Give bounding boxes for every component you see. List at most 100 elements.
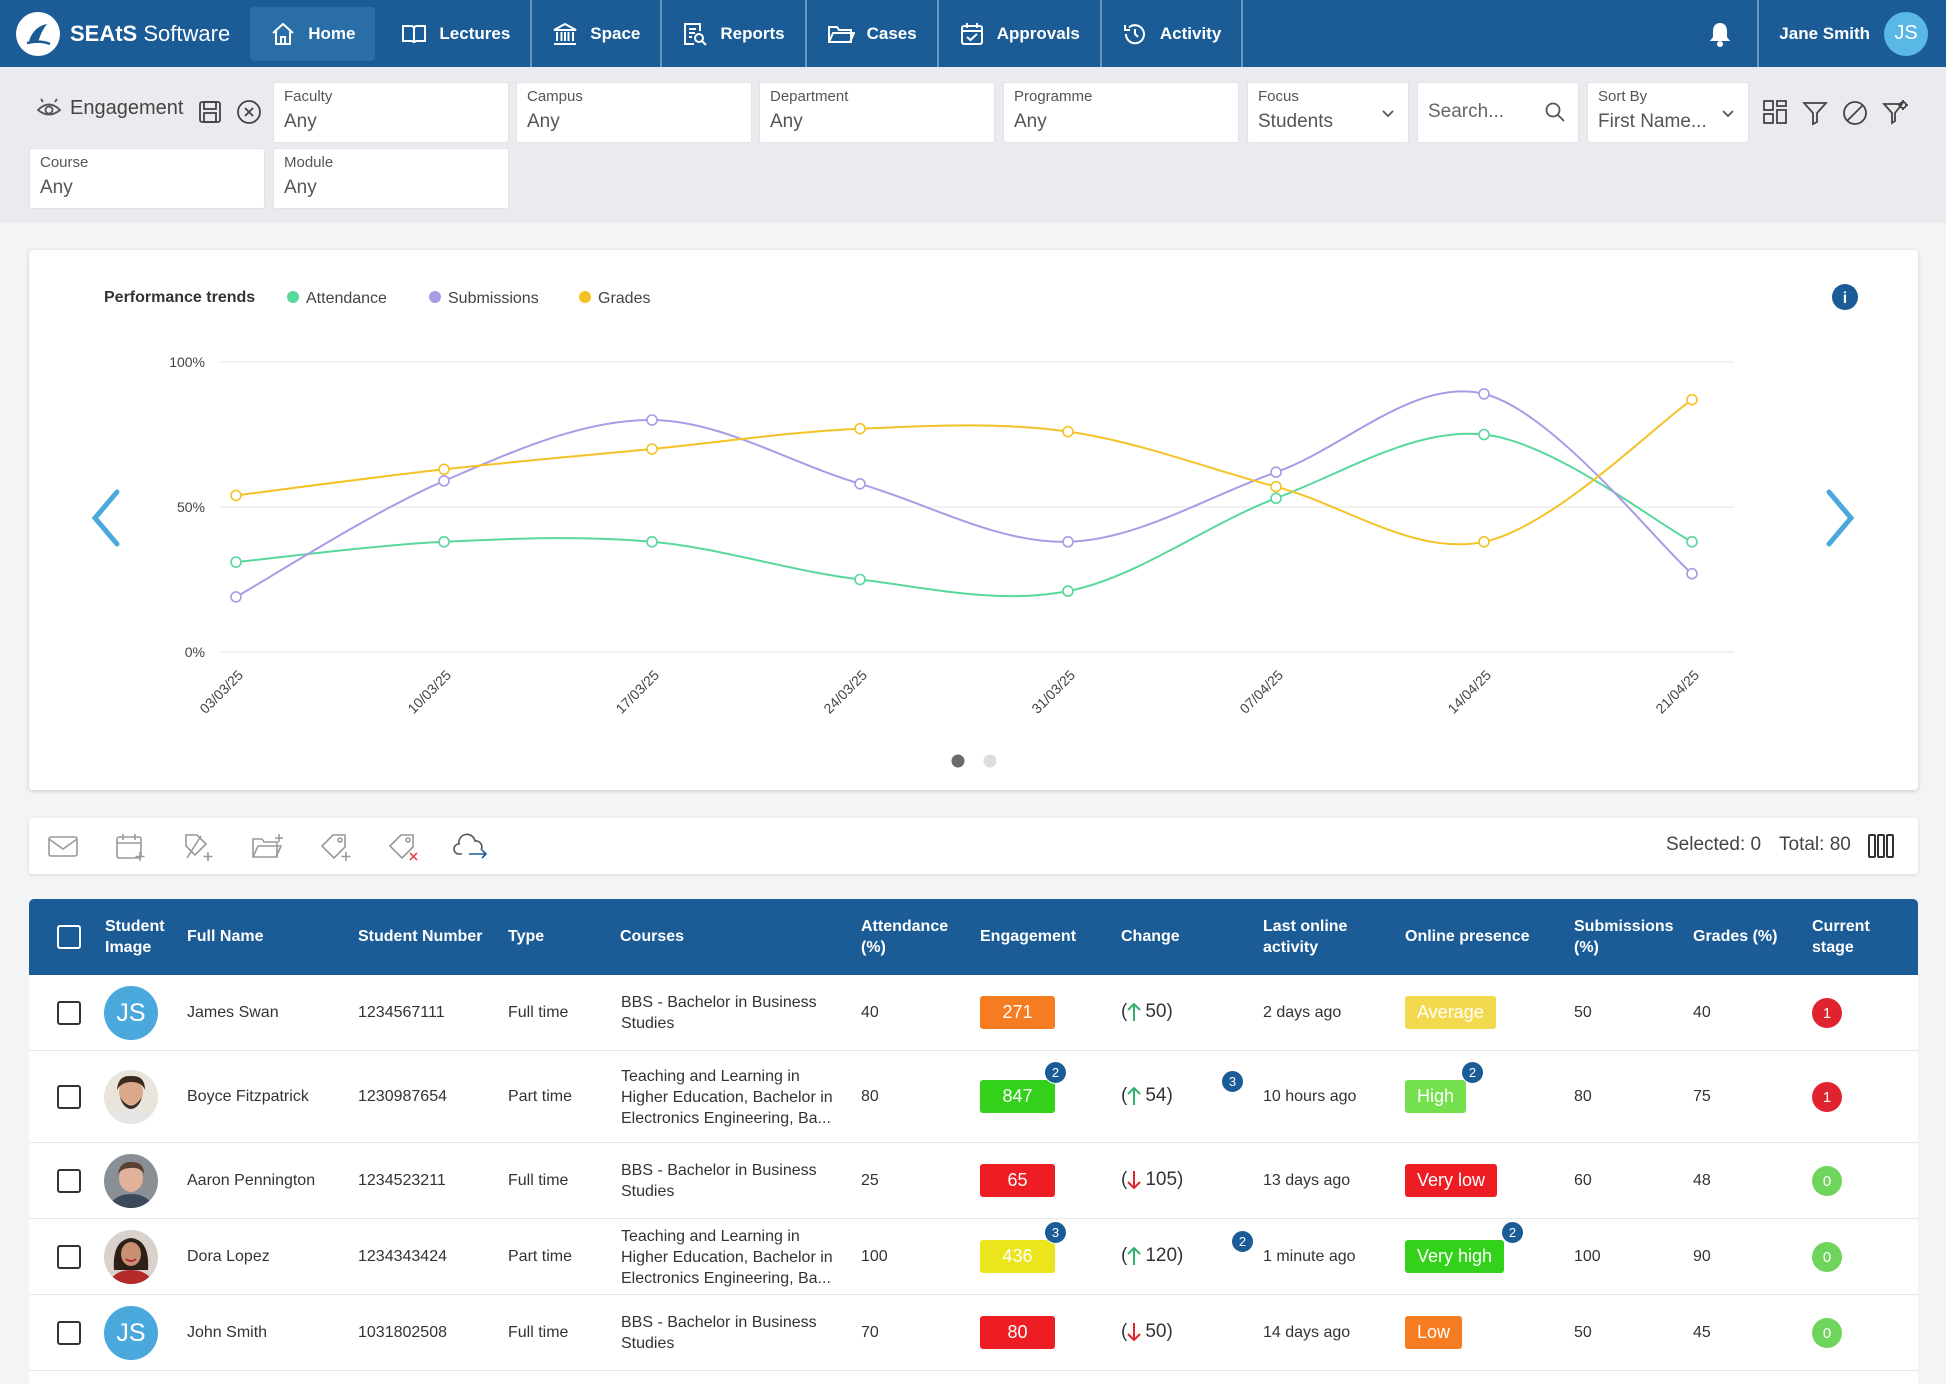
clear-filter-icon[interactable] xyxy=(1842,100,1868,126)
data-point-grades[interactable] xyxy=(438,463,450,476)
data-point-attendance[interactable] xyxy=(854,573,866,586)
legend-marker-attendance[interactable] xyxy=(287,291,299,303)
filter-settings-icon[interactable] xyxy=(1882,99,1910,127)
legend-marker-grades[interactable] xyxy=(579,291,591,303)
student-name[interactable]: John Smith xyxy=(187,1324,268,1341)
data-point-submissions[interactable] xyxy=(438,475,450,487)
header-student-number[interactable]: Student Number xyxy=(358,928,483,945)
online-presence-badge[interactable]: Average xyxy=(1405,996,1496,1029)
data-point-submissions[interactable] xyxy=(1686,567,1698,580)
save-icon[interactable] xyxy=(198,100,222,124)
engagement-badge[interactable]: 436 xyxy=(980,1240,1055,1273)
row-checkbox[interactable] xyxy=(57,1001,81,1025)
data-point-attendance[interactable] xyxy=(1062,585,1074,597)
avatar[interactable] xyxy=(104,1070,158,1124)
data-point-submissions[interactable] xyxy=(854,478,866,490)
avatar[interactable] xyxy=(104,1230,158,1284)
table-row[interactable]: Aaron Pennington 1234523211 Full time BB… xyxy=(29,1143,1918,1219)
course-select[interactable]: Course Any xyxy=(29,148,265,209)
data-point-grades[interactable] xyxy=(1270,480,1282,493)
tag-add-icon[interactable] xyxy=(319,832,353,862)
row-checkbox[interactable] xyxy=(57,1321,81,1345)
table-row[interactable]: Dora Lopez 1234343424 Part time Teaching… xyxy=(29,1219,1918,1295)
engagement-badge[interactable]: 847 xyxy=(980,1080,1055,1113)
sort-by-select[interactable]: Sort By First Name... xyxy=(1587,82,1749,143)
avatar[interactable] xyxy=(104,1154,158,1208)
student-name[interactable]: James Swan xyxy=(187,1004,279,1021)
data-point-grades[interactable] xyxy=(854,422,866,435)
tag-remove-add-icon[interactable] xyxy=(183,832,215,862)
table-row[interactable] xyxy=(29,1371,1918,1384)
engagement-badge[interactable]: 80 xyxy=(980,1316,1055,1349)
cloud-export-icon[interactable] xyxy=(453,832,489,862)
notifications-bell-icon[interactable] xyxy=(1683,0,1760,67)
nav-tab-activity[interactable]: Activity xyxy=(1102,0,1244,67)
current-stage-badge[interactable]: 0 xyxy=(1812,1166,1842,1196)
student-name[interactable]: Dora Lopez xyxy=(187,1248,270,1265)
user-avatar[interactable]: JS xyxy=(1884,11,1928,56)
table-row[interactable]: JS James Swan 1234567111 Full time BBS -… xyxy=(29,975,1918,1051)
layout-grid-icon[interactable] xyxy=(1762,99,1788,125)
data-point-attendance[interactable] xyxy=(646,535,658,548)
engagement-badge[interactable]: 271 xyxy=(980,996,1055,1029)
nav-tab-lectures[interactable]: Lectures xyxy=(381,0,533,67)
nav-tab-space[interactable]: Space xyxy=(532,0,663,67)
clear-circle-icon[interactable] xyxy=(236,99,262,125)
avatar[interactable]: JS xyxy=(104,1306,158,1360)
header-engagement[interactable]: Engagement xyxy=(980,928,1077,945)
data-point-grades[interactable] xyxy=(1478,535,1490,548)
module-select[interactable]: Module Any xyxy=(273,148,509,209)
carousel-dot-active[interactable] xyxy=(951,754,965,768)
chevron-right-icon[interactable] xyxy=(1826,489,1855,547)
calendar-add-icon[interactable] xyxy=(115,832,147,862)
data-point-submissions[interactable] xyxy=(646,414,658,426)
data-point-submissions[interactable] xyxy=(1062,535,1074,548)
chevron-left-icon[interactable] xyxy=(91,489,120,547)
header-grades[interactable]: Grades (%) xyxy=(1693,928,1778,945)
table-row[interactable]: JS John Smith 1031802508 Full time BBS -… xyxy=(29,1295,1918,1371)
row-checkbox[interactable] xyxy=(57,1245,81,1269)
data-point-submissions[interactable] xyxy=(230,591,242,603)
data-point-attendance[interactable] xyxy=(1270,492,1282,505)
folder-add-icon[interactable] xyxy=(251,832,285,862)
current-stage-badge[interactable]: 0 xyxy=(1812,1242,1842,1272)
columns-icon[interactable] xyxy=(1867,832,1895,860)
header-courses[interactable]: Courses xyxy=(620,928,685,945)
nav-tab-cases[interactable]: Cases xyxy=(807,0,939,67)
header-last-online[interactable]: Last online activity xyxy=(1263,918,1348,956)
user-name[interactable]: Jane Smith xyxy=(1779,23,1870,43)
nav-tab-reports[interactable]: Reports xyxy=(662,0,807,67)
row-checkbox[interactable] xyxy=(57,1085,81,1109)
current-stage-badge[interactable]: 1 xyxy=(1812,1082,1842,1112)
focus-select[interactable]: Focus Students xyxy=(1247,82,1409,143)
header-attendance[interactable]: Attendance (%) xyxy=(861,918,949,956)
student-name[interactable]: Boyce Fitzpatrick xyxy=(187,1088,309,1105)
engagement-badge[interactable]: 65 xyxy=(980,1164,1055,1197)
header-change[interactable]: Change xyxy=(1121,928,1180,945)
avatar[interactable]: JS xyxy=(104,986,158,1040)
department-select[interactable]: Department Any xyxy=(759,82,995,143)
header-online-presence[interactable]: Online presence xyxy=(1405,928,1530,945)
header-full-name[interactable]: Full Name xyxy=(187,928,264,945)
campus-select[interactable]: Campus Any xyxy=(516,82,752,143)
header-type[interactable]: Type xyxy=(508,928,545,945)
search-input[interactable]: Search... xyxy=(1417,82,1579,143)
header-current-stage[interactable]: Current stage xyxy=(1812,918,1870,956)
filter-icon[interactable] xyxy=(1802,100,1828,126)
data-point-submissions[interactable] xyxy=(1270,466,1282,478)
online-presence-badge[interactable]: High xyxy=(1405,1080,1467,1113)
select-all-checkbox[interactable] xyxy=(57,925,81,949)
online-presence-badge[interactable]: Very high xyxy=(1405,1240,1505,1273)
header-submissions[interactable]: Submissions (%) xyxy=(1574,918,1674,956)
faculty-select[interactable]: Faculty Any xyxy=(273,82,509,143)
student-name[interactable]: Aaron Pennington xyxy=(187,1172,316,1189)
online-presence-badge[interactable]: Low xyxy=(1405,1316,1463,1349)
data-point-grades[interactable] xyxy=(230,489,242,502)
data-point-grades[interactable] xyxy=(646,443,658,455)
data-point-attendance[interactable] xyxy=(1686,535,1698,548)
nav-tab-home[interactable]: Home xyxy=(250,6,376,61)
online-presence-badge[interactable]: Very low xyxy=(1405,1164,1498,1197)
info-icon[interactable] xyxy=(1832,284,1858,310)
email-icon[interactable] xyxy=(47,832,79,860)
data-point-submissions[interactable] xyxy=(1478,388,1490,400)
